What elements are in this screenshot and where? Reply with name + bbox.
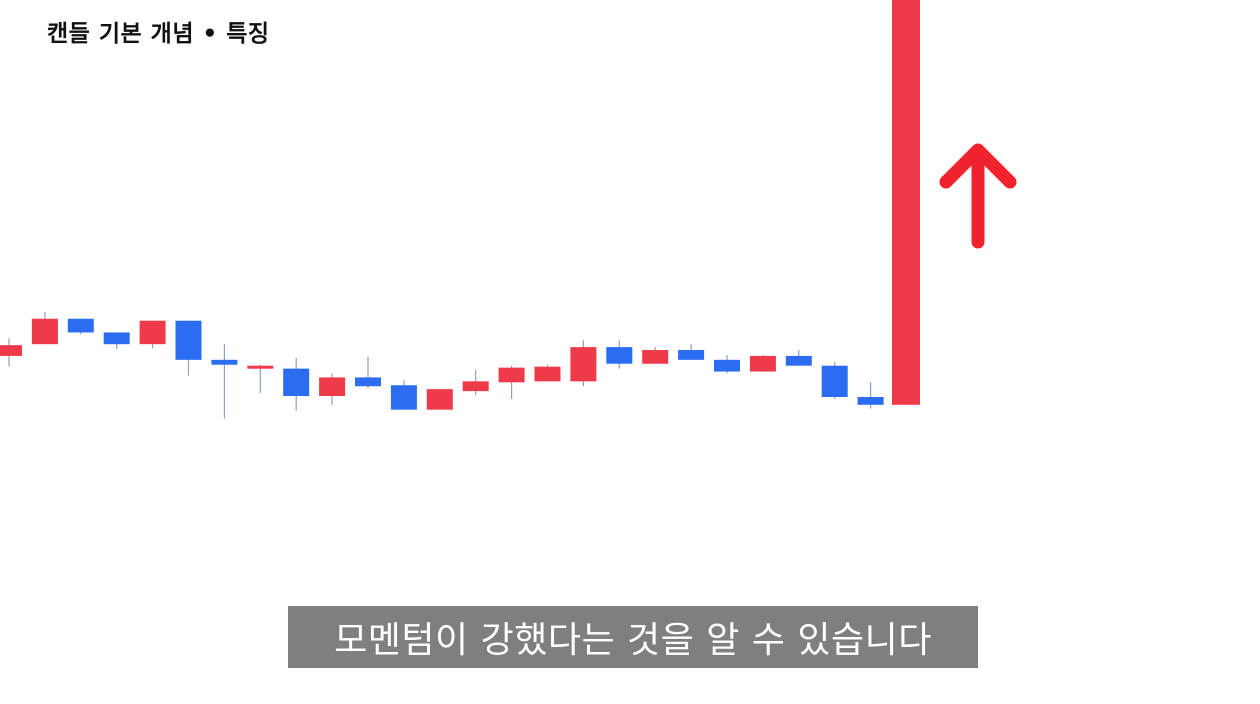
frame-title: 캔들 기본 개념 • 특징 [47,21,270,47]
candle-body-up [534,366,561,382]
candle-body-up [570,347,597,382]
candle-body-down [103,332,130,345]
candle-body-down [606,347,633,364]
candle-body-down [67,318,94,333]
candle-body-up [426,389,453,410]
candles-group [0,0,920,419]
candle-body-up [642,350,669,364]
candle-body-up [462,381,489,392]
candle-body-down [857,396,884,405]
candle-body-up [0,345,22,356]
candle-body-up [892,0,920,405]
candle-body-down [821,365,848,397]
candle-body-down [355,377,381,387]
candle-body-up [247,365,274,369]
candle-body-up [139,320,166,345]
candle-body-up [498,367,525,383]
caption-text: 모멘텀이 강했다는 것을 알 수 있습니다 [334,620,932,661]
candle-body-down [211,359,238,365]
candle-body-down [785,355,812,366]
candle-body-up [31,318,58,345]
caption-box: 모멘텀이 강했다는 것을 알 수 있습니다 [288,606,978,668]
candle-body-up [319,377,346,396]
candle-body-down [390,385,417,410]
up-arrow-icon [939,143,1017,249]
candle-body-up [749,355,776,372]
candle-body-down [283,368,310,396]
candle-body-down [714,359,740,372]
candle-body-down [175,320,202,360]
candle-body-down [678,350,705,360]
